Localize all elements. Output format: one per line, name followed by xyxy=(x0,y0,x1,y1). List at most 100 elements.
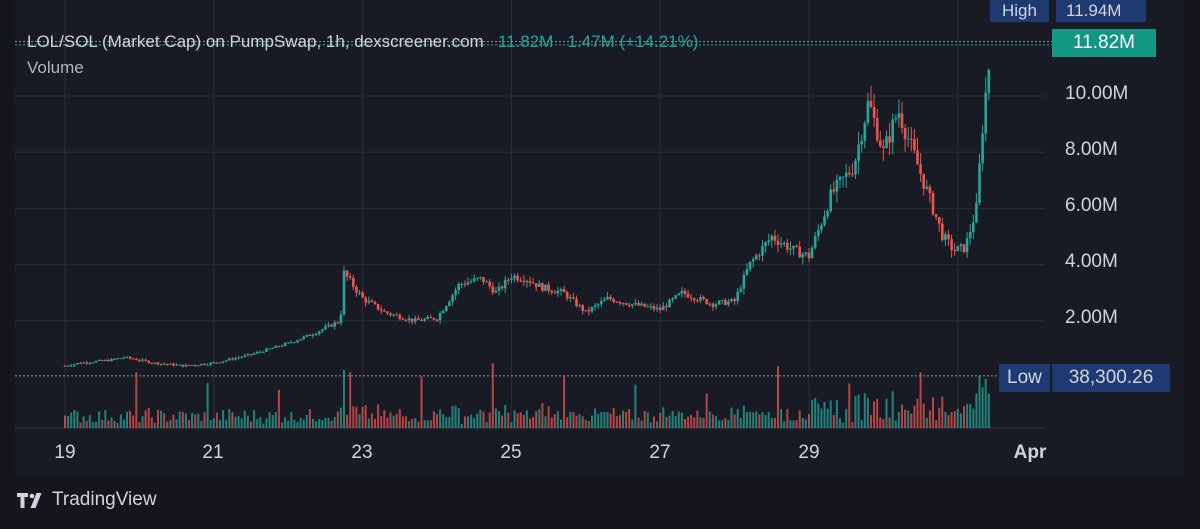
volume-bar xyxy=(535,411,538,428)
candle-body xyxy=(395,314,398,316)
candle-body xyxy=(875,117,879,141)
volume-bar xyxy=(870,415,872,428)
candle-body xyxy=(717,300,721,305)
candle-body xyxy=(401,319,405,321)
candle-body xyxy=(376,303,380,310)
volume-bar xyxy=(826,408,829,428)
volume-bar xyxy=(135,372,138,428)
volume-bar xyxy=(935,420,938,428)
candle-body xyxy=(547,284,550,291)
volume-bar xyxy=(783,421,786,428)
volume-bar xyxy=(491,363,494,428)
candle-body xyxy=(435,319,439,321)
volume-bar xyxy=(674,416,677,428)
x-tick-label: 25 xyxy=(500,442,522,463)
volume-bar xyxy=(715,415,717,428)
volume-bar xyxy=(947,415,950,428)
volume-bar xyxy=(866,397,869,428)
candle-body xyxy=(404,319,408,321)
volume-bar xyxy=(646,412,649,428)
candle-body xyxy=(162,363,166,365)
candle-body xyxy=(237,357,240,359)
candle-body xyxy=(97,360,101,362)
candle-body xyxy=(860,140,863,145)
chart-panel[interactable]: LOL/SOL (Market Cap) on PumpSwap, 1h, de… xyxy=(15,0,1184,476)
candle-body xyxy=(441,310,445,314)
volume-bar xyxy=(203,412,206,428)
candle-body xyxy=(736,291,739,302)
volume-bar xyxy=(653,416,655,428)
volume-bar xyxy=(975,393,978,428)
candle-body xyxy=(702,297,705,300)
volume-bar xyxy=(228,409,231,428)
volume-bar xyxy=(324,418,327,428)
candle-body xyxy=(175,364,178,366)
volume-bar xyxy=(250,421,252,428)
volume-bar xyxy=(476,413,479,428)
last-price-tag: 11.82M xyxy=(1052,29,1156,57)
candle-body xyxy=(497,286,501,291)
candle-body xyxy=(317,331,321,334)
volume-bar xyxy=(780,408,783,428)
volume-bar xyxy=(566,417,569,428)
candle-body xyxy=(221,361,225,363)
volume-bar xyxy=(321,420,324,428)
volume-bar xyxy=(944,411,947,428)
candle-body xyxy=(798,246,801,258)
candle-body xyxy=(755,255,758,260)
candle-body xyxy=(770,235,774,241)
candle-body xyxy=(345,270,349,277)
volume-bar xyxy=(525,410,528,428)
candle-body xyxy=(866,100,870,123)
candle-body xyxy=(128,356,132,359)
high-label: High xyxy=(990,0,1049,22)
volume-label[interactable]: Volume xyxy=(27,58,84,77)
x-tick-label: 23 xyxy=(351,442,373,463)
volume-bar xyxy=(919,372,922,428)
change-text: 1.47M (+14.21%) xyxy=(567,32,699,51)
candle-body xyxy=(125,356,129,358)
candle-body xyxy=(593,305,597,308)
volume-bar xyxy=(398,408,401,428)
volume-bar xyxy=(696,410,699,428)
volume-bar xyxy=(516,413,519,428)
candle-body xyxy=(934,214,938,218)
candle-body xyxy=(711,303,715,307)
candle-body xyxy=(516,275,519,281)
candle-body xyxy=(522,280,526,283)
candle-body xyxy=(606,296,609,300)
symbol-title[interactable]: LOL/SOL (Market Cap) on PumpSwap, 1h, de… xyxy=(27,32,484,51)
volume-bar xyxy=(901,404,903,428)
candle-body xyxy=(336,322,340,324)
volume-bar xyxy=(786,408,789,428)
volume-bar xyxy=(237,415,240,428)
volume-bar xyxy=(538,409,541,428)
candlestick-chart[interactable] xyxy=(15,0,1184,476)
volume-bar xyxy=(488,412,491,428)
volume-bar xyxy=(355,407,358,428)
branding[interactable]: TradingView xyxy=(16,489,157,511)
volume-bar xyxy=(243,410,246,428)
candle-body xyxy=(311,334,315,337)
candle-body xyxy=(327,324,330,327)
volume-bar xyxy=(631,419,634,428)
candle-body xyxy=(767,240,770,243)
candle-body xyxy=(844,172,848,177)
candle-body xyxy=(615,301,619,303)
volume-bar xyxy=(513,410,516,428)
candle-body xyxy=(420,320,423,322)
volume-bar xyxy=(848,383,851,428)
candle-body xyxy=(984,92,987,134)
volume-bar xyxy=(649,422,652,428)
volume-bar xyxy=(281,422,283,428)
candle-body xyxy=(662,306,665,311)
volume-bar xyxy=(290,412,293,428)
volume-bar xyxy=(191,412,194,428)
volume-bar xyxy=(677,411,680,428)
volume-bar xyxy=(76,411,79,428)
candle-body xyxy=(203,363,206,365)
volume-bar xyxy=(308,409,311,428)
volume-bar xyxy=(129,410,132,428)
volume-bar xyxy=(578,414,581,428)
volume-bar xyxy=(953,411,956,428)
